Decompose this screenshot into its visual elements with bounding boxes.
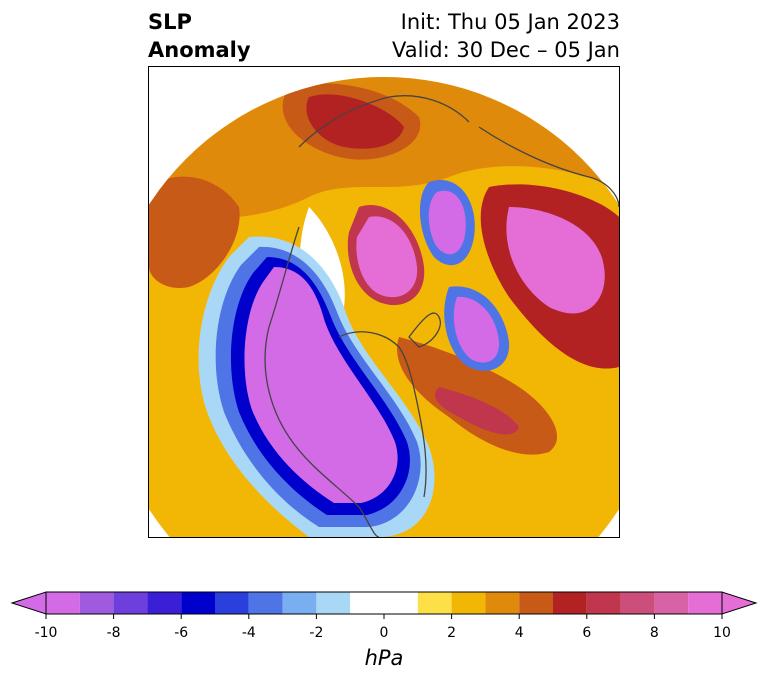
title-line-2: Anomaly bbox=[148, 38, 251, 62]
colorbar-tick-label: 10 bbox=[713, 625, 731, 641]
colorbar-tick-label: -6 bbox=[174, 625, 189, 641]
colorbar-cell bbox=[147, 592, 182, 614]
colorbar-extend-min bbox=[10, 591, 47, 615]
colorbar-unit: hPa bbox=[364, 646, 404, 670]
colorbar-cells bbox=[46, 592, 722, 614]
warm-peak-atlantic bbox=[435, 387, 519, 435]
colorbar-cell bbox=[113, 592, 148, 614]
colorbar-cell bbox=[282, 592, 317, 614]
colorbar-tick-label: 0 bbox=[379, 625, 389, 641]
colorbar bbox=[10, 591, 758, 619]
colorbar-cell bbox=[417, 592, 452, 614]
title-line-1: SLP bbox=[148, 10, 192, 34]
warm-peak-europe bbox=[306, 94, 404, 149]
colorbar-tick-label: -8 bbox=[106, 625, 121, 641]
cold-max-arctic-a bbox=[428, 190, 466, 255]
colorbar-cell bbox=[519, 592, 553, 614]
colorbar-tick-label: 4 bbox=[514, 625, 524, 641]
colorbar-cell bbox=[46, 592, 80, 614]
warm-core-pacific bbox=[149, 176, 240, 288]
colorbar-cell bbox=[79, 592, 114, 614]
warm-max-arctic bbox=[356, 216, 418, 298]
anomaly-map bbox=[148, 66, 620, 538]
colorbar-ticks bbox=[45, 614, 723, 619]
colorbar-cell bbox=[586, 592, 621, 614]
colorbar-tick-label: -4 bbox=[241, 625, 256, 641]
colorbar-cell bbox=[485, 592, 520, 614]
colorbar-tick-label: 6 bbox=[582, 625, 592, 641]
colorbar-extend-max bbox=[721, 591, 758, 615]
colorbar-cell bbox=[215, 592, 249, 614]
colorbar-cell bbox=[620, 592, 655, 614]
colorbar-tick-label: 2 bbox=[447, 625, 457, 641]
map-canvas bbox=[149, 77, 619, 537]
colorbar-cell bbox=[248, 592, 283, 614]
colorbar-cell bbox=[688, 592, 722, 614]
colorbar-cell bbox=[316, 592, 351, 614]
colorbar-cell bbox=[451, 592, 486, 614]
colorbar-tick-label: 8 bbox=[649, 625, 659, 641]
colorbar-tick-label: -10 bbox=[34, 625, 58, 641]
colorbar-cell bbox=[350, 592, 418, 614]
coastlines bbox=[264, 95, 619, 537]
coast-asia bbox=[478, 126, 619, 208]
warm-max-siberia bbox=[506, 207, 605, 314]
map-title: SLP Anomaly bbox=[148, 8, 251, 64]
coast-greenland bbox=[408, 312, 441, 348]
colorbar-cell bbox=[553, 592, 587, 614]
coast-east-na bbox=[338, 331, 427, 498]
init-date: Init: Thu 05 Jan 2023 bbox=[400, 10, 620, 34]
colorbar-cell bbox=[654, 592, 689, 614]
anomaly-field bbox=[149, 77, 619, 537]
coast-west-na bbox=[264, 226, 380, 537]
map-dates: Init: Thu 05 Jan 2023 Valid: 30 Dec – 05… bbox=[392, 8, 620, 64]
coast-europe bbox=[298, 95, 470, 148]
cold-max-arctic-b bbox=[453, 296, 500, 363]
colorbar-cell bbox=[181, 592, 215, 614]
colorbar-tick-label: -2 bbox=[309, 625, 324, 641]
cold-max-na bbox=[244, 267, 398, 503]
valid-range: Valid: 30 Dec – 05 Jan bbox=[391, 38, 620, 62]
